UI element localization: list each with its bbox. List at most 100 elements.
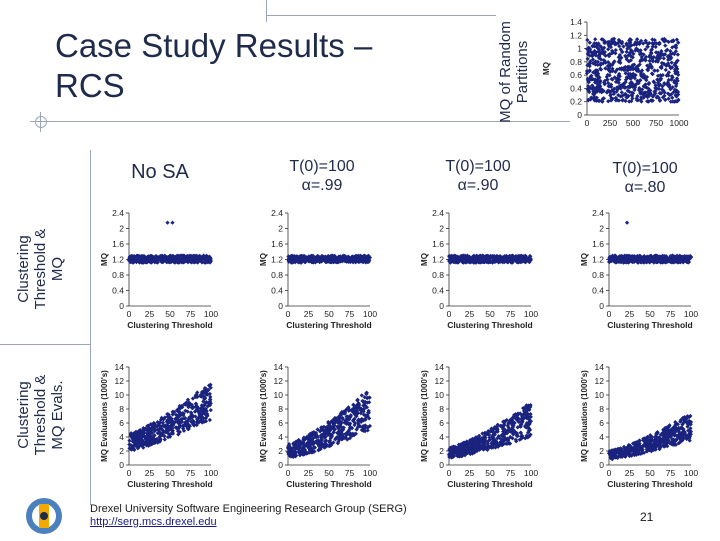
data-point	[352, 416, 357, 422]
data-point	[204, 409, 209, 414]
data-point	[362, 253, 367, 258]
data-point	[470, 259, 476, 264]
data-point	[187, 415, 192, 420]
y-tick-label: 2	[278, 224, 283, 234]
y-tick-label: 6	[278, 418, 283, 428]
y-tick-label: 1.4	[570, 17, 582, 27]
title-underline	[30, 121, 570, 122]
y-tick-label: 8	[599, 404, 604, 414]
data-point	[367, 255, 373, 260]
data-point	[177, 406, 183, 411]
data-point	[663, 260, 668, 265]
data-point	[191, 260, 196, 265]
data-point	[606, 99, 611, 104]
data-point	[189, 402, 194, 407]
y-tick-label: 14	[595, 362, 605, 372]
x-tick-label: 25	[304, 468, 314, 478]
x-tick-label: 750	[649, 118, 663, 128]
data-point	[136, 258, 141, 263]
y-tick-label: 1.2	[570, 30, 582, 40]
data-point	[164, 260, 169, 265]
y-tick-label: 0.6	[570, 70, 582, 80]
data-point	[349, 256, 354, 261]
y-tick-label: 0	[599, 301, 604, 311]
data-point	[652, 68, 657, 73]
data-point	[502, 259, 507, 265]
data-point	[177, 429, 182, 435]
data-point	[672, 254, 677, 259]
data-point	[663, 67, 668, 72]
footer-organization: Drexel University Software Engineering R…	[90, 503, 407, 515]
data-point	[688, 255, 693, 260]
y-axis-label: MQ	[542, 62, 551, 75]
y-tick-label: 0	[439, 301, 444, 311]
data-point	[157, 421, 162, 426]
y-tick-label: 0	[439, 460, 444, 470]
data-point	[170, 409, 175, 415]
data-point	[355, 258, 361, 263]
data-point	[364, 405, 370, 410]
data-point	[327, 443, 332, 449]
y-tick-label: 1	[577, 44, 582, 54]
data-point	[147, 437, 152, 442]
data-point	[207, 417, 212, 423]
data-point	[466, 256, 471, 261]
y-tick-label: 14	[435, 362, 445, 372]
data-point	[179, 419, 185, 425]
y-tick-label: 2.4	[112, 208, 124, 218]
y-tick-label: 0.8	[271, 270, 283, 280]
data-point	[609, 257, 614, 262]
data-point	[335, 430, 340, 435]
x-tick-label: 75	[506, 468, 516, 478]
y-tick-label: 14	[115, 362, 125, 372]
slide-title: Case Study Results – RCS	[55, 26, 415, 106]
x-axis-label: Clustering Threshold	[127, 320, 212, 330]
column-header-no-sa: No SA	[100, 160, 220, 184]
x-tick-label: 0	[607, 309, 612, 319]
data-point	[511, 257, 516, 262]
y-tick-label: 2	[439, 224, 444, 234]
x-tick-label: 0	[585, 118, 590, 128]
row-divider-line	[0, 344, 90, 345]
y-tick-label: 2	[119, 224, 124, 234]
data-point	[170, 430, 175, 435]
column-header-alpha-90: T(0)=100 α=.90	[418, 157, 538, 195]
data-point	[204, 413, 210, 418]
y-axis-label: MQ Evaluations (1000's)	[420, 370, 429, 462]
footer-link[interactable]: http://serg.mcs.drexel.edu	[90, 516, 217, 528]
y-tick-label: 1.6	[112, 239, 124, 249]
x-tick-label: 50	[324, 309, 334, 319]
x-tick-label: 1000	[670, 118, 689, 128]
x-tick-label: 0	[607, 468, 612, 478]
data-point	[585, 56, 590, 62]
y-tick-label: 12	[115, 376, 125, 386]
data-point	[141, 430, 147, 436]
data-point	[143, 439, 148, 444]
y-tick-label: 1.2	[592, 255, 604, 265]
data-point	[366, 259, 371, 265]
data-point	[135, 431, 140, 437]
data-point	[661, 56, 666, 61]
data-point	[654, 260, 659, 265]
data-point	[185, 397, 191, 402]
data-point	[169, 259, 174, 264]
y-tick-label: 0	[577, 110, 582, 120]
x-axis-label: Clustering Threshold	[286, 320, 371, 330]
y-tick-label: 12	[274, 376, 284, 386]
data-point	[180, 426, 186, 431]
data-point	[183, 408, 188, 413]
data-point	[686, 259, 691, 264]
y-tick-label: 2.4	[271, 208, 283, 218]
data-point	[193, 401, 199, 406]
data-point	[146, 443, 151, 448]
y-tick-label: 1.6	[432, 239, 444, 249]
y-axis-label: MQ	[259, 253, 268, 266]
data-point	[145, 423, 150, 429]
y-tick-label: 8	[119, 404, 124, 414]
data-point	[517, 256, 522, 262]
data-point	[202, 389, 207, 394]
x-tick-label: 50	[165, 309, 175, 319]
